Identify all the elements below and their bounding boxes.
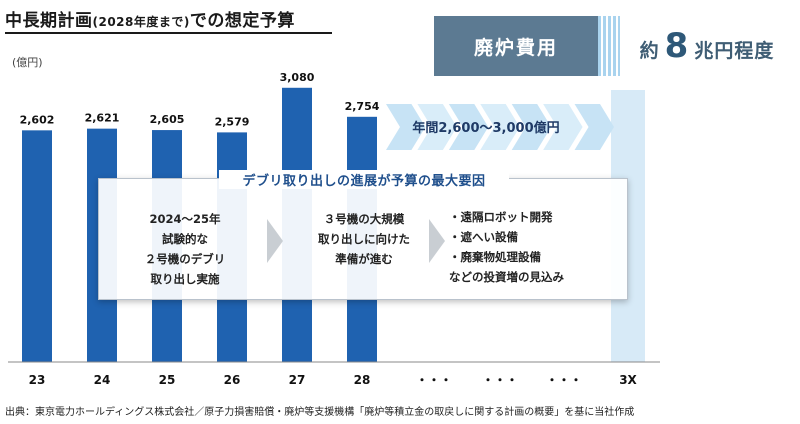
step3-line: ・遠隔ロボット開発 [449, 210, 553, 224]
chevron-right-icon [267, 219, 283, 263]
cost-amount: 8 [664, 26, 689, 66]
data-label: 2,605 [150, 113, 185, 126]
cost-suffix: 兆円程度 [694, 40, 775, 62]
decommissioning-cost-box: 廃炉費用 約 8 兆円程度 [434, 16, 794, 76]
cost-value: 約 8 兆円程度 [620, 16, 794, 76]
data-label: 3,080 [280, 71, 315, 84]
x-tick-label: ・・・ [546, 373, 582, 387]
x-tick-label: ・・・ [416, 373, 452, 387]
page-title: 中長期計画(2028年度まで)での想定予算 [5, 6, 295, 31]
x-tick-label: ・・・ [482, 373, 518, 387]
cost-stripes [598, 16, 620, 76]
cost-prefix: 約 [639, 40, 659, 62]
step1-line: 取り出し実施 [150, 272, 220, 286]
step3-line: ・遮へい設備 [449, 230, 518, 244]
title-tail: での想定予算 [189, 11, 295, 31]
step2-line: 準備が進む [335, 252, 393, 266]
step2-line: ３号機の大規模 [323, 212, 405, 226]
arrow-chevron [480, 104, 520, 150]
projection-label: 年間2,600〜3,000億円 [412, 120, 559, 136]
x-tick-label: 28 [354, 373, 371, 387]
step2-line: 取り出しに向けた [318, 232, 410, 246]
arrow-chevron [417, 104, 457, 150]
x-tick-label: 3X [619, 373, 637, 387]
chevron-right-icon [429, 219, 445, 263]
title-underline [5, 32, 332, 34]
arrow-chevron [543, 104, 583, 150]
step1-line: 2024〜25年 [149, 212, 221, 226]
arrow-chevron [386, 104, 426, 150]
y-axis-unit: (億円) [12, 56, 43, 69]
step-trial-retrieval: 2024〜25年 試験的な ２号機のデブリ 取り出し実施 [115, 209, 255, 289]
budget-driver-panel: デブリ取り出しの進展が予算の最大要因 2024〜25年 試験的な ２号機のデブリ… [98, 170, 628, 300]
step3-line: などの投資増の見込み [449, 270, 564, 284]
title-paren: (2028年度まで) [92, 15, 190, 29]
x-tick-label: 24 [94, 373, 111, 387]
step3-line: ・廃棄物処理設備 [449, 250, 541, 264]
bar-23 [22, 130, 52, 362]
arrow-chevron [448, 104, 489, 150]
step-unit3-preparation: ３号機の大規模 取り出しに向けた 準備が進む [289, 209, 439, 269]
data-label: 2,602 [20, 113, 55, 126]
arrow-chevron [574, 104, 614, 150]
data-label: 2,754 [345, 100, 380, 113]
panel-title: デブリ取り出しの進展が予算の最大要因 [219, 170, 509, 189]
step1-line: 試験的な [162, 232, 208, 246]
step-investments: ・遠隔ロボット開発 ・遮へい設備 ・廃棄物処理設備 などの投資増の見込み [449, 207, 619, 287]
x-tick-label: 26 [224, 373, 241, 387]
x-tick-label: 25 [159, 373, 176, 387]
title-main: 中長期計画 [5, 11, 93, 31]
x-tick-label: 23 [29, 373, 46, 387]
x-tick-label: 27 [289, 373, 306, 387]
projection-arrow [386, 104, 614, 150]
arrow-chevron [511, 104, 552, 150]
step1-line: ２号機のデブリ [144, 252, 226, 266]
source-note: 出典：東京電力ホールディングス株式会社／原子力損害賠償・廃炉等支援機構「廃炉等積… [5, 407, 635, 418]
data-label: 2,621 [85, 112, 120, 125]
cost-label: 廃炉費用 [434, 16, 598, 76]
data-label: 2,579 [215, 115, 250, 128]
